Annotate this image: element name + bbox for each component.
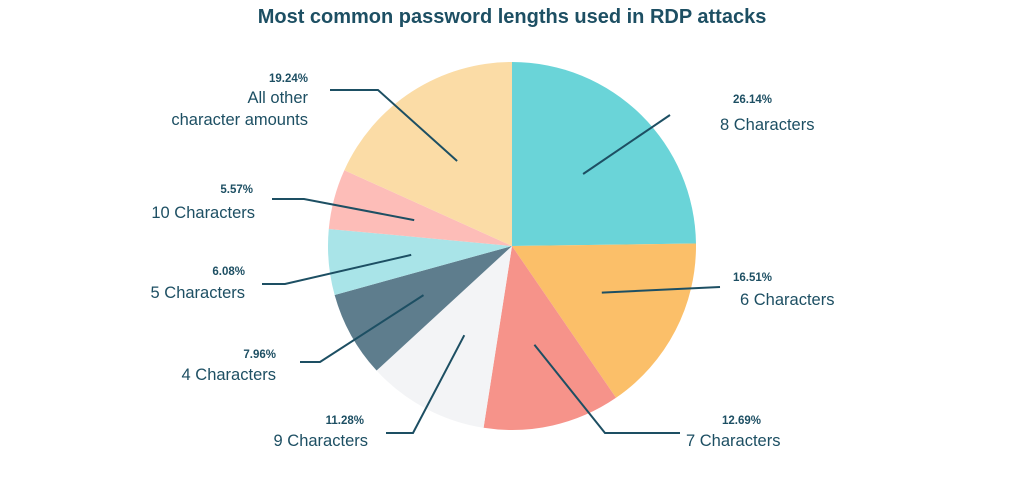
leader-line-4 <box>386 334 466 434</box>
pie-slice-5 <box>334 246 512 371</box>
slice-percent-label: 6.08% <box>212 266 245 278</box>
slice-category-label: 5 Characters <box>151 284 245 302</box>
slice-category-label: 4 Characters <box>182 366 276 384</box>
slice-category-label: 6 Characters <box>740 291 834 309</box>
pie-slice-1 <box>512 62 696 246</box>
chart-title: Most common password lengths used in RDP… <box>257 6 767 28</box>
slice-category-label: character amounts <box>171 111 308 129</box>
pie-slice-4 <box>376 246 512 428</box>
slice-percent-label: 19.24% <box>269 73 308 85</box>
slice-category-label: All other <box>247 89 308 107</box>
slice-percent-label: 26.14% <box>733 94 772 106</box>
slice-percent-label: 5.57% <box>220 184 253 196</box>
pie-slice-6 <box>327 228 512 295</box>
leader-lines <box>262 89 721 434</box>
slice-category-label: 10 Characters <box>151 204 255 222</box>
slice-percent-label: 7.96% <box>243 349 276 361</box>
slice-labels: 26.14% 8 Characters 16.51% 6 Characters 12.6… <box>151 73 835 450</box>
slice-category-label: 8 Characters <box>720 116 814 134</box>
leader-line-8 <box>330 89 458 162</box>
slice-percent-label: 12.69% <box>722 415 761 427</box>
leader-line-1 <box>582 114 671 175</box>
pie-slice-7 <box>328 170 512 246</box>
pie-slices <box>327 62 696 431</box>
slice-percent-label: 11.28% <box>326 415 364 427</box>
slice-percent-label: 16.51% <box>733 272 772 284</box>
pie-slice-8 <box>344 62 512 246</box>
leader-line-2 <box>601 286 721 294</box>
leader-line-6 <box>262 253 412 285</box>
leader-line-7 <box>272 198 415 222</box>
slice-category-label: 7 Characters <box>686 432 780 450</box>
leader-line-3 <box>533 344 680 434</box>
leader-line-5 <box>300 294 425 363</box>
pie-slice-2 <box>512 243 696 398</box>
slice-category-label: 9 Characters <box>274 432 368 450</box>
pie-slice-3 <box>483 246 617 431</box>
